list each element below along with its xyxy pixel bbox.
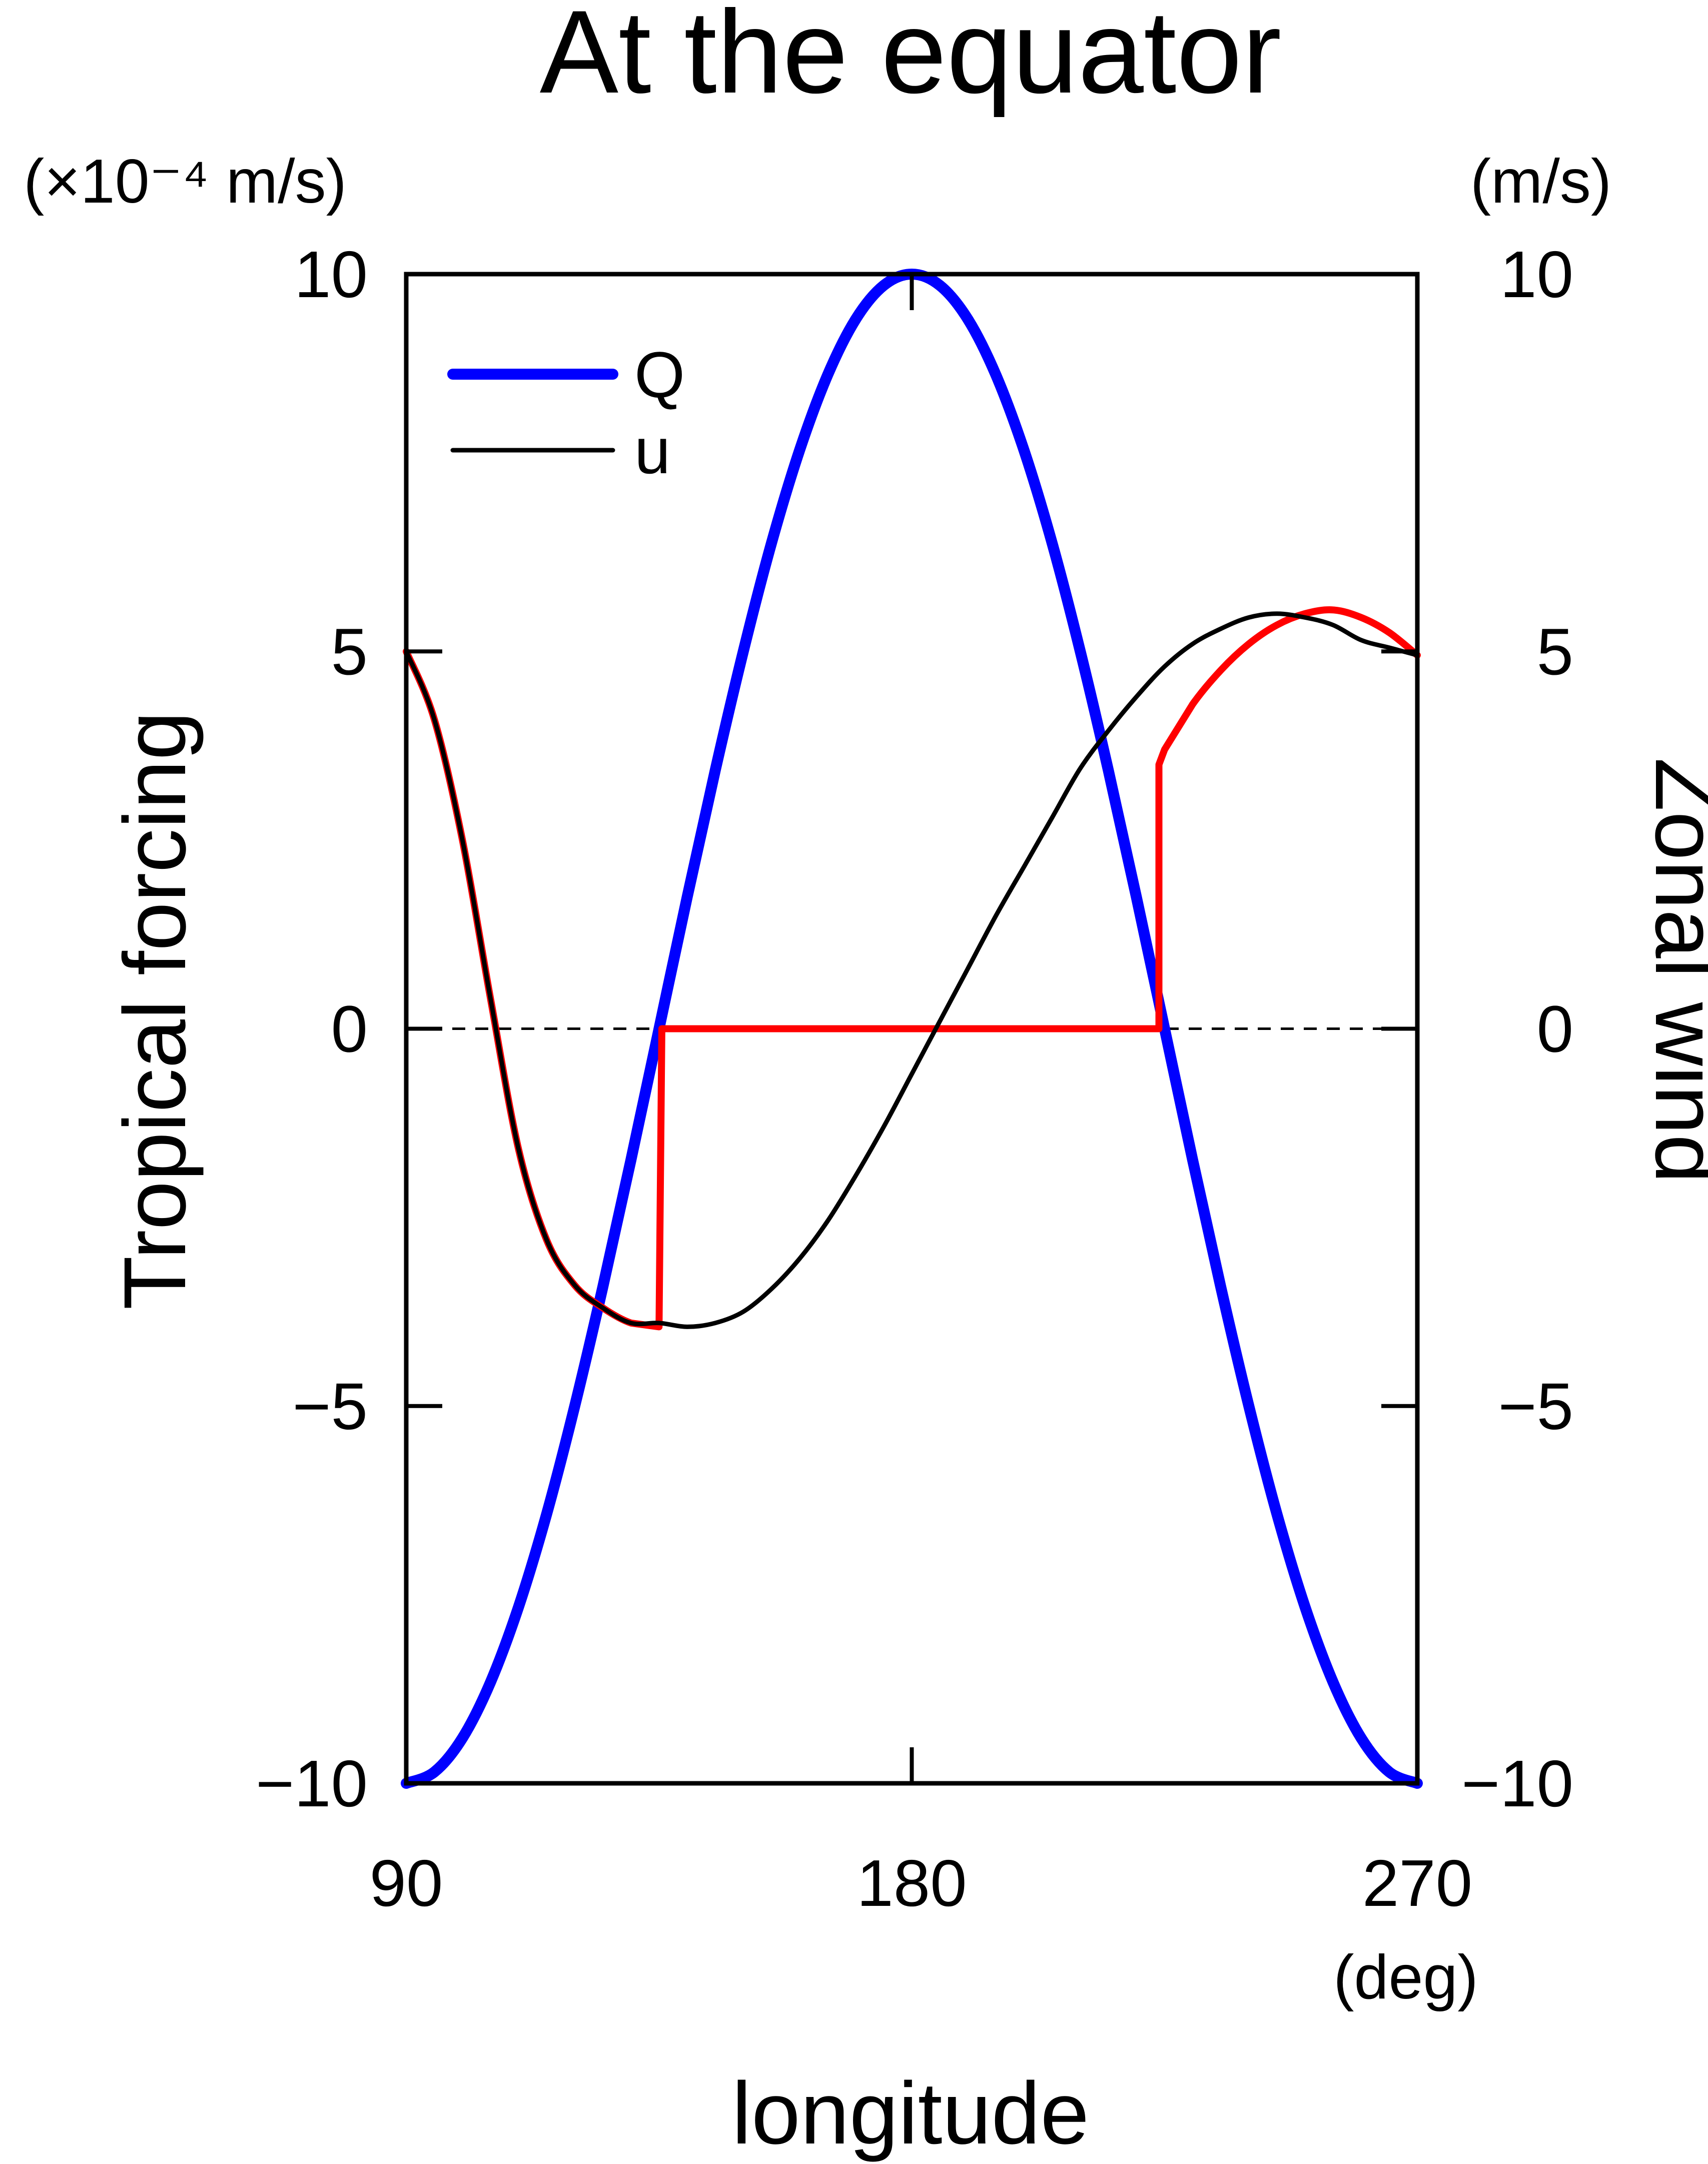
y-tick-label-right: −5 — [1498, 1370, 1574, 1443]
right-axis-unit: (m/s) — [1470, 147, 1611, 216]
y-tick-label-left: −5 — [293, 1370, 368, 1443]
y-tick-label-right: 0 — [1537, 992, 1573, 1066]
legend-label-q: Q — [634, 338, 685, 411]
y-tick-label-right: −10 — [1461, 1747, 1573, 1820]
legend: Qu — [453, 338, 685, 487]
y-tick-label-left: 0 — [331, 992, 368, 1066]
chart-title: At the equator — [540, 0, 1282, 118]
plot-area — [406, 274, 1417, 1783]
x-tick-label: 270 — [1362, 1846, 1472, 1920]
red-series-line — [406, 610, 1417, 1327]
y-tick-label-right: 10 — [1500, 238, 1573, 311]
x-tick-label: 180 — [857, 1846, 967, 1920]
x-tick-label: 90 — [370, 1846, 443, 1920]
x-axis-label: longitude — [732, 2064, 1089, 2162]
y-tick-label-left: −10 — [256, 1747, 368, 1820]
left-axis-label: Tropical forcing — [106, 711, 204, 1310]
u-series-line — [406, 614, 1417, 1327]
right-axis-label: Zonal wind — [1637, 757, 1708, 1183]
y-tick-label-left: 5 — [331, 615, 368, 688]
y-tick-label-left: 10 — [294, 238, 368, 311]
legend-label-u: u — [634, 414, 670, 487]
y-tick-label-right: 5 — [1537, 615, 1573, 688]
left-axis-unit: (×10⁻⁴ m/s) — [24, 147, 347, 216]
x-axis-unit: (deg) — [1333, 1943, 1478, 2012]
